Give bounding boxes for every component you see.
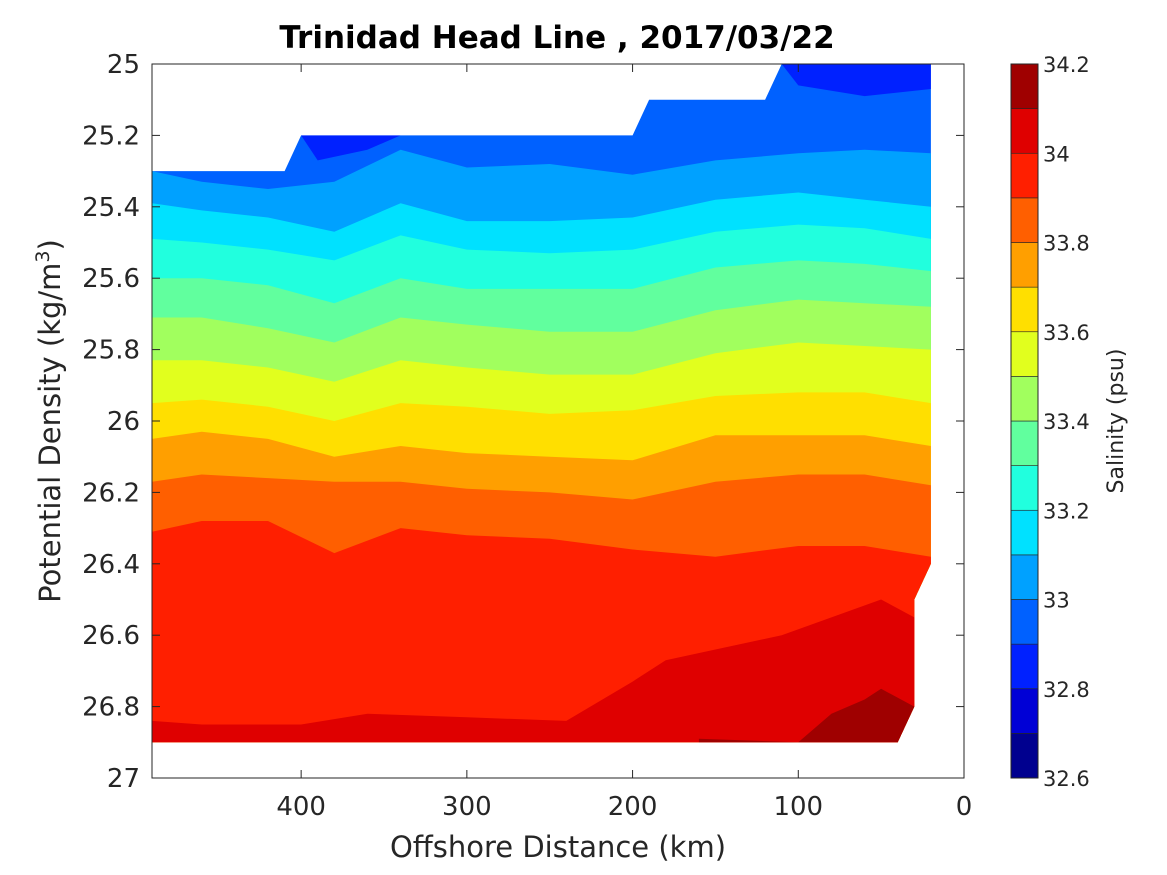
colorbar-swatch	[1010, 688, 1039, 734]
x-tick-label: 300	[442, 792, 492, 822]
x-axis: 400 300 200 100 0	[276, 64, 972, 822]
colorbar-swatch	[1010, 376, 1039, 422]
colorbar	[1010, 63, 1039, 779]
y-tick-label: 26.2	[82, 478, 140, 508]
y-axis-label-superscript: 3	[32, 250, 54, 262]
colorbar-swatch	[1010, 108, 1039, 154]
colorbar-tick-label: 33.8	[1043, 232, 1090, 256]
colorbar-swatch	[1010, 152, 1039, 199]
x-tick-label: 400	[276, 792, 326, 822]
x-tick-label: 0	[956, 792, 973, 822]
y-tick-label: 25.2	[82, 121, 140, 151]
y-tick-label: 25.4	[82, 193, 140, 223]
y-axis-label-main: Potential Density (kg/m	[33, 263, 67, 603]
salinity-band-34.1	[698, 688, 931, 743]
y-tick-label: 25.6	[82, 264, 140, 294]
colorbar-tick-label: 33.2	[1043, 499, 1090, 523]
colorbar-swatch	[1010, 465, 1039, 511]
y-tick-label: 27	[107, 764, 140, 794]
colorbar-tick-label: 33.6	[1043, 321, 1090, 345]
y-axis: 25 25.2 25.4 25.6 25.8 26 26.2 26.4 26.6 26.8 27	[82, 50, 964, 794]
colorbar-swatch	[1010, 509, 1039, 556]
colorbar-frame	[1010, 63, 1039, 779]
colorbar-ticks: 32.6 32.8 33 33.2 33.4 33.6 33.8 34 34.2	[1043, 53, 1090, 791]
colorbar-swatch	[1010, 197, 1039, 243]
colorbar-tick-label: 33	[1043, 589, 1070, 613]
contour-fill-group	[152, 64, 931, 743]
y-tick-label: 26.6	[82, 621, 140, 651]
y-axis-label-close: )	[33, 239, 67, 250]
y-tick-label: 26.4	[82, 550, 140, 580]
colorbar-swatch	[1010, 554, 1039, 600]
colorbar-label: Salinity (psu)	[1104, 349, 1129, 494]
colorbar-tick-label: 34.2	[1043, 53, 1090, 77]
salinity-band-34	[152, 599, 931, 743]
salinity-patch-32.8	[301, 135, 401, 161]
y-tick-label: 26.8	[82, 693, 140, 723]
x-axis-label: Offshore Distance (km)	[390, 830, 726, 864]
x-tick-label: 100	[773, 792, 823, 822]
colorbar-swatch	[1010, 733, 1039, 779]
y-tick-label: 25.8	[82, 336, 140, 366]
colorbar-swatch	[1010, 599, 1039, 645]
colorbar-tick-label: 33.4	[1043, 410, 1090, 434]
y-tick-label: 25	[107, 50, 140, 80]
colorbar-swatch	[1010, 420, 1039, 466]
y-axis-label: Potential Density (kg/m3)	[32, 239, 67, 603]
colorbar-swatch	[1010, 286, 1039, 333]
colorbar-tick-label: 32.8	[1043, 678, 1090, 702]
colorbar-swatch	[1010, 242, 1039, 288]
chart-title: Trinidad Head Line , 2017/03/22	[279, 20, 834, 56]
salinity-patch-32.8-nearshore	[781, 64, 931, 97]
x-tick-label: 200	[608, 792, 658, 822]
colorbar-tick-label: 34	[1043, 142, 1070, 166]
colorbar-swatch	[1010, 63, 1039, 109]
colorbar-tick-label: 32.6	[1043, 767, 1090, 791]
colorbar-swatch	[1010, 331, 1039, 377]
y-tick-label: 26	[107, 407, 140, 437]
colorbar-swatch	[1010, 643, 1039, 690]
